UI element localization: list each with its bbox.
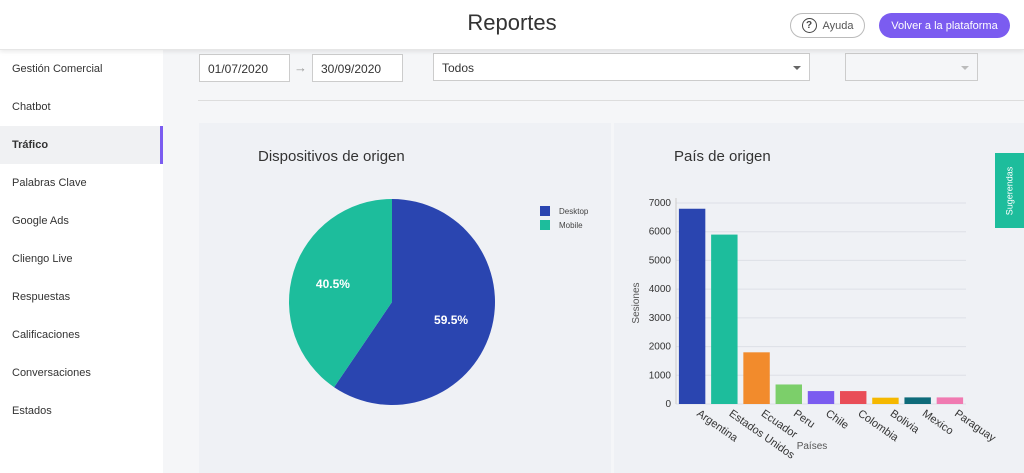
divider (198, 100, 1024, 101)
chevron-down-icon (961, 66, 969, 70)
sidebar-item-trafico[interactable]: Tráfico (0, 126, 163, 164)
legend-item-desktop: Desktop (540, 206, 588, 216)
bar-peru (775, 384, 802, 404)
y-tick-label: 0 (665, 399, 671, 410)
sidebar: Gestión Comercial Chatbot Tráfico Palabr… (0, 50, 163, 473)
page-title: Reportes (467, 10, 557, 35)
top-header: Reportes ? Ayuda Volver a la plataforma (0, 0, 1024, 50)
date-range-arrow-icon: → (294, 60, 307, 75)
sidebar-item-google-ads[interactable]: Google Ads (12, 215, 69, 227)
y-tick-label: 6000 (649, 227, 672, 238)
x-tick-label-mexico: Mexico (920, 408, 955, 438)
y-tick-label: 2000 (649, 342, 672, 353)
sidebar-item-cliengo-live[interactable]: Cliengo Live (12, 253, 73, 265)
bar-ecuador (743, 352, 770, 404)
chevron-down-icon (793, 66, 801, 70)
y-tick-label: 7000 (649, 198, 672, 209)
sidebar-item-estados[interactable]: Estados (12, 405, 52, 417)
countries-chart-title: País de origen (674, 148, 771, 165)
sugerencias-label: Sugerendas (1004, 166, 1015, 215)
pie-label-mobile: 40.5% (316, 277, 350, 291)
bar-chile (807, 391, 835, 404)
question-icon: ? (801, 18, 817, 33)
y-tick-label: 4000 (649, 284, 672, 295)
bar-colombia (840, 391, 867, 404)
channel-select-value: Todos (442, 61, 475, 75)
legend-label-desktop: Desktop (559, 206, 589, 216)
y-tick-label: 1000 (649, 370, 672, 381)
sidebar-item-calificaciones[interactable]: Calificaciones (12, 329, 80, 341)
countries-panel: País de origen 0 1000 2000 3000 4000 5000 6000… (614, 123, 1024, 473)
pie-slice-mobile (288, 199, 392, 388)
x-axis-label: Países (797, 441, 828, 452)
legend-swatch-desktop (540, 206, 550, 216)
bar-estados-unidos (711, 234, 738, 404)
pie-label-desktop: 59.5% (434, 313, 468, 327)
back-to-platform-button[interactable]: Volver a la plataforma (879, 13, 1010, 38)
help-label: Ayuda (822, 19, 854, 32)
sugerencias-tab[interactable]: Sugerendas (995, 153, 1024, 228)
devices-pie-chart: 59.5% 40.5% (288, 199, 495, 405)
y-axis-label: Sesiones (631, 282, 642, 323)
sidebar-item-chatbot[interactable]: Chatbot (12, 101, 51, 113)
x-tick-label-chile: Chile (823, 408, 850, 432)
bar-argentina (678, 208, 706, 404)
sidebar-item-gestion-comercial[interactable]: Gestión Comercial (12, 63, 103, 75)
legend-swatch-mobile (540, 220, 550, 230)
channel-select[interactable]: Todos (433, 53, 810, 81)
devices-panel: Dispositivos de origen 59.5% 40.5% Deskto… (199, 123, 611, 473)
bar-bolivia (872, 397, 899, 404)
help-button[interactable]: ? Ayuda (790, 13, 865, 38)
bar-mexico (904, 397, 931, 404)
y-tick-label: 3000 (649, 313, 672, 324)
legend-item-mobile: Mobile (540, 220, 583, 230)
y-tick-label: 5000 (649, 255, 672, 266)
countries-bar-chart: 01000200030004000500060007000ArgentinaEs… (631, 198, 998, 462)
sidebar-item-palabras-clave[interactable]: Palabras Clave (12, 177, 87, 189)
legend-label-mobile: Mobile (559, 220, 583, 230)
sidebar-item-conversaciones[interactable]: Conversaciones (12, 367, 91, 379)
date-from-input[interactable]: 01/07/2020 (199, 54, 290, 82)
x-tick-label-paraguay: Paraguay (952, 408, 998, 445)
devices-chart-title: Dispositivos de origen (258, 148, 405, 165)
sidebar-item-respuestas[interactable]: Respuestas (12, 291, 71, 303)
pie-slice-desktop (334, 199, 495, 405)
bar-paraguay (936, 397, 964, 404)
date-to-input[interactable]: 30/09/2020 (312, 54, 403, 82)
main-content: 01/07/2020 → 30/09/2020 Todos Dispositiv… (163, 50, 1024, 473)
extra-select[interactable] (845, 53, 978, 81)
